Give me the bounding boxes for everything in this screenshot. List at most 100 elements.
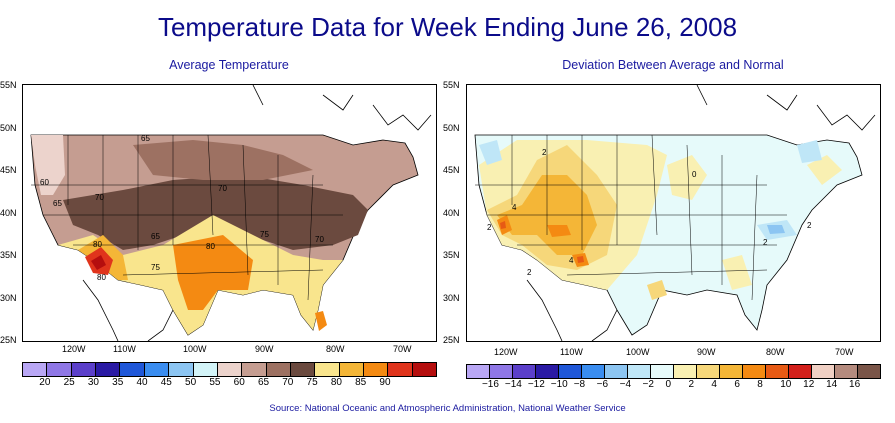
legend-swatch <box>559 365 582 378</box>
legend-tick-label: 60 <box>233 377 245 388</box>
lat-label-40n: 40N <box>0 208 17 218</box>
legend-swatch <box>23 363 48 376</box>
legend-tick-label: 35 <box>112 377 124 388</box>
lon-label-120w: 120W <box>62 344 86 354</box>
contour-label: 70 <box>315 235 324 244</box>
contour-label: 2 <box>763 238 768 247</box>
legend-tick-label: 85 <box>355 377 367 388</box>
lat-label-35n: 35N <box>443 250 460 260</box>
zone-2-4-texas <box>647 280 667 300</box>
lat-label-50n: 50N <box>0 123 17 133</box>
contour-label: 60 <box>40 178 49 187</box>
legend-swatch <box>467 365 490 378</box>
legend-tick-label: 0 <box>665 379 672 390</box>
contour-label: 65 <box>151 232 160 241</box>
left-map-subtitle: Average Temperature <box>169 58 289 72</box>
lat-label-45n: 45N <box>443 165 460 175</box>
contour-label: 65 <box>141 134 150 143</box>
legend-swatch <box>193 363 218 376</box>
legend-swatch <box>490 365 513 378</box>
lon-label-100w: 100W <box>183 344 207 354</box>
legend-tick-label: −2 <box>642 379 654 390</box>
legend-swatch <box>513 365 536 378</box>
left-map: 65 60 65 70 70 65 80 75 75 70 80 80 <box>22 84 437 342</box>
zone-70-75 <box>63 175 368 250</box>
legend-swatch <box>812 365 835 378</box>
lon-label-70w: 70W <box>835 347 854 357</box>
right-map: 2 2 4 2 4 0 2 2 <box>466 84 881 342</box>
zone-90-core <box>91 255 106 270</box>
legend-tick-label: 10 <box>780 379 792 390</box>
legend-tick-label: −6 <box>596 379 609 390</box>
legend-swatch <box>290 363 316 376</box>
legend-swatch <box>364 363 389 376</box>
legend-swatch <box>120 363 145 376</box>
lon-label-100w: 100W <box>626 347 650 357</box>
left-map-svg: 65 60 65 70 70 65 80 75 75 70 80 80 <box>30 85 432 341</box>
zone-8-10-spot <box>577 256 584 263</box>
legend-swatch <box>651 365 674 378</box>
legend-tick-label: 30 <box>87 377 99 388</box>
zone-minus-4-appalachia <box>767 225 785 234</box>
legend-swatch <box>582 365 605 378</box>
legend-tick-label: −8 <box>573 379 586 390</box>
legend-tick-label: 25 <box>63 377 75 388</box>
legend-tick-label: 75 <box>306 377 318 388</box>
zone-minus-2-northwest <box>479 140 502 165</box>
legend-swatch <box>720 365 743 378</box>
legend-swatch <box>628 365 651 378</box>
legend-swatch <box>217 363 243 376</box>
source-note: Source: National Oceanic and Atmospheric… <box>269 403 626 414</box>
lat-label-30n: 30N <box>0 293 17 303</box>
legend-swatch <box>674 365 697 378</box>
legend-tick-label: 8 <box>757 379 763 390</box>
lon-label-110w: 110W <box>560 347 583 357</box>
contour-label: 75 <box>260 230 269 239</box>
legend-tick-label: −14 <box>504 379 522 390</box>
zone-6-8-utah <box>547 225 571 237</box>
legend-tick-label: 55 <box>209 377 221 388</box>
lat-label-50n: 50N <box>443 123 460 133</box>
lat-label-25n: 25N <box>443 335 460 345</box>
contour-label: 2 <box>807 221 812 230</box>
lon-label-120w: 120W <box>494 347 518 357</box>
coastlines <box>82 85 432 341</box>
legend-swatch <box>242 363 267 376</box>
contour-label: 65 <box>53 199 62 208</box>
coastlines <box>526 85 876 341</box>
zone-80-85-florida <box>315 311 327 331</box>
lon-label-90w: 90W <box>255 344 274 354</box>
right-map-svg: 2 2 4 2 4 0 2 2 <box>474 85 876 341</box>
legend-swatch <box>266 363 291 376</box>
legend-swatch <box>169 363 194 376</box>
legend-swatch <box>315 363 340 376</box>
legend-swatch <box>743 365 766 378</box>
legend-tick-label: −10 <box>550 379 568 390</box>
legend-swatch <box>858 365 880 378</box>
legend-swatch <box>605 365 628 378</box>
contour-label: 0 <box>692 170 697 179</box>
contour-label: 2 <box>542 148 547 157</box>
legend-tick-label: 50 <box>185 377 197 388</box>
left-contour-labels: 65 60 65 70 70 65 80 75 75 70 80 80 <box>40 134 324 282</box>
right-legend <box>466 364 881 379</box>
legend-swatch <box>388 363 413 376</box>
right-contour-labels: 2 2 4 2 4 0 2 2 <box>487 148 812 277</box>
legend-swatch <box>697 365 720 378</box>
legend-tick-label: 14 <box>826 379 838 390</box>
contour-label: 70 <box>95 193 104 202</box>
contour-label: 4 <box>512 203 517 212</box>
legend-swatch <box>835 365 858 378</box>
lon-label-90w: 90W <box>697 347 716 357</box>
legend-tick-label: 40 <box>136 377 148 388</box>
contour-label: 2 <box>487 223 492 232</box>
lon-label-80w: 80W <box>326 344 345 354</box>
lat-label-55n: 55N <box>443 80 460 90</box>
legend-tick-label: 90 <box>379 377 391 388</box>
lat-label-55n: 55N <box>0 80 17 90</box>
legend-tick-label: 45 <box>160 377 172 388</box>
lat-label-40n: 40N <box>443 208 460 218</box>
legend-tick-label: 6 <box>734 379 740 390</box>
contour-label: 70 <box>218 184 227 193</box>
right-map-subtitle: Deviation Between Average and Normal <box>562 58 784 72</box>
